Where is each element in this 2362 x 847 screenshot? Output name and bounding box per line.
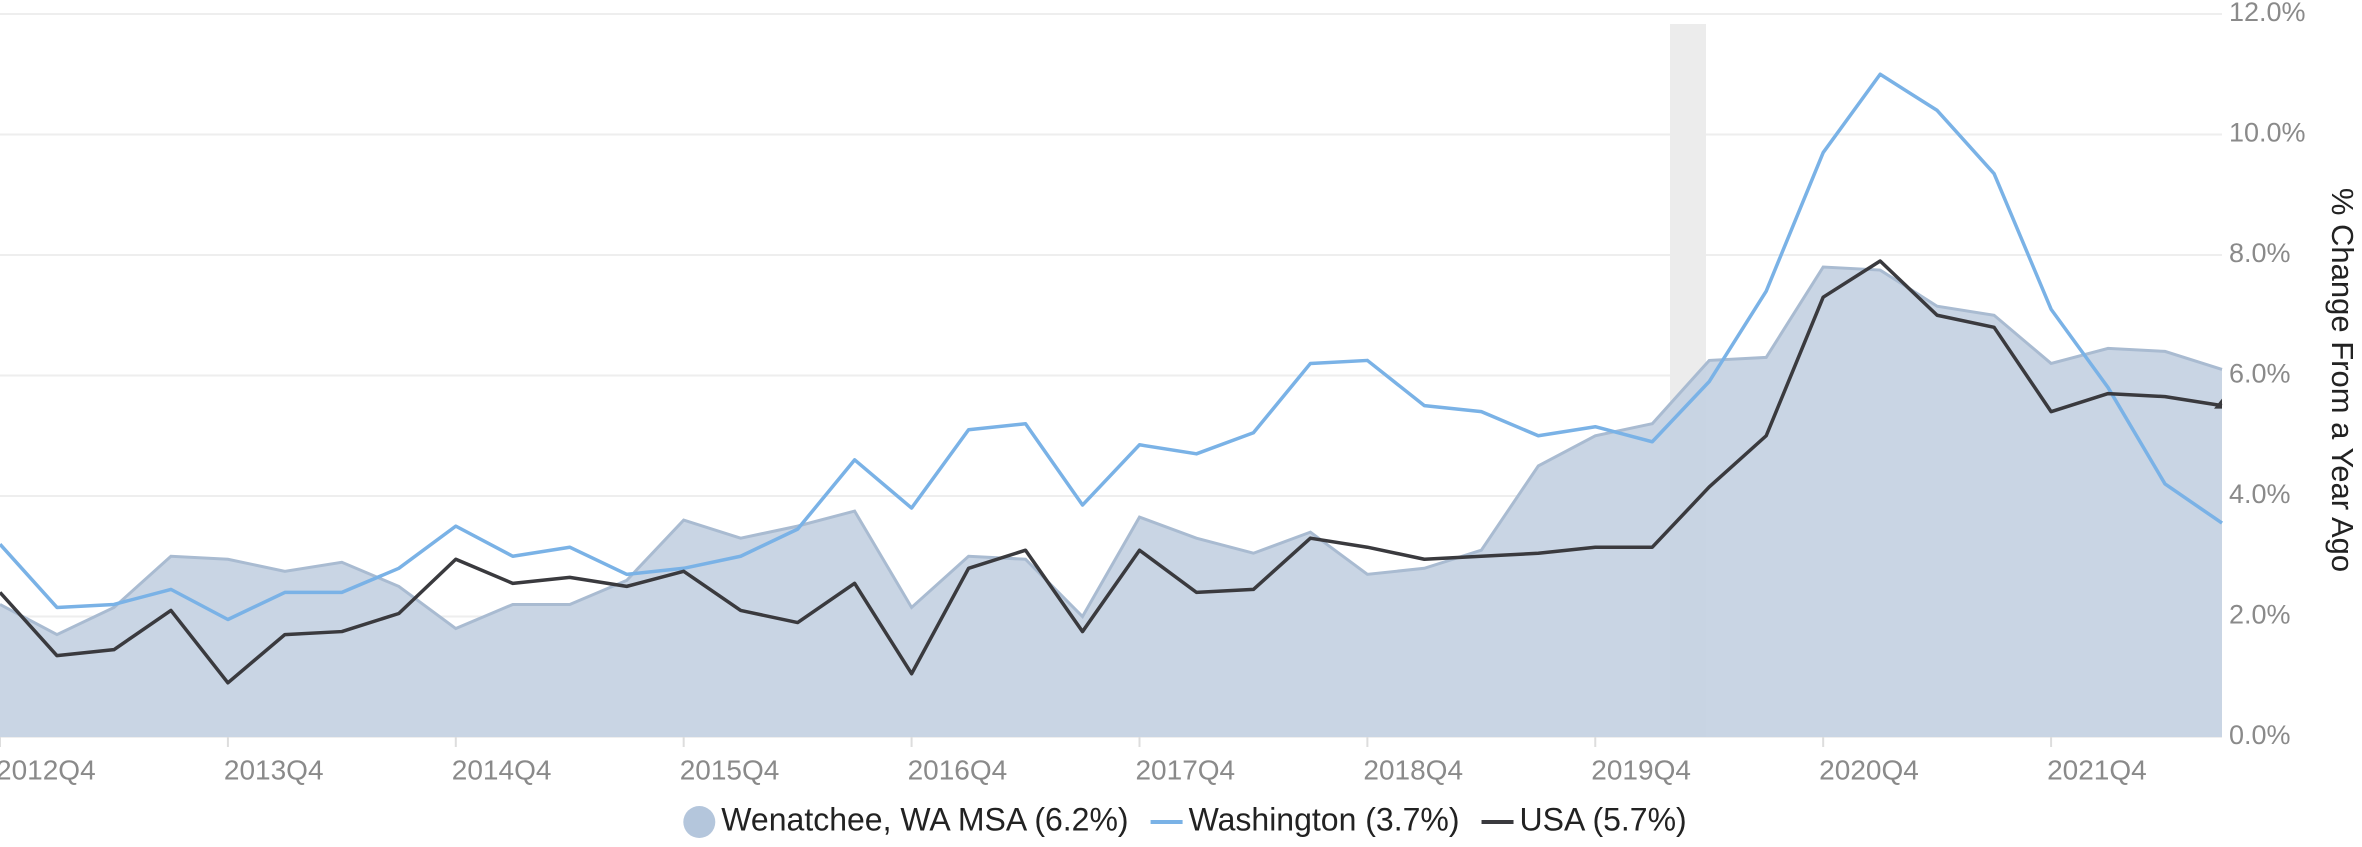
y-tick-label: 2.0% (2229, 600, 2291, 630)
line (0, 259, 2223, 685)
legend-item: Wenatchee, WA MSA (6.2%) (683, 801, 1129, 838)
x-tick-label: 2019Q4 (1591, 754, 1691, 785)
area (0, 267, 2222, 737)
x-tick-label: 2018Q4 (1363, 754, 1463, 785)
legend-label: USA (5.7%) (1520, 801, 1687, 837)
area-edge (0, 265, 2223, 637)
x-tick-label: 2021Q4 (2047, 754, 2147, 785)
line (0, 72, 2223, 622)
x-tick-label: 2017Q4 (1135, 754, 1235, 785)
area-series (0, 265, 2223, 737)
legend-item: USA (5.7%) (1481, 801, 1687, 837)
legend-item: Washington (3.7%) (1150, 801, 1460, 837)
x-tick-label: 2013Q4 (224, 754, 324, 785)
end-marker (2214, 398, 2222, 409)
legend-label: Washington (3.7%) (1189, 801, 1460, 837)
y-tick-label: 8.0% (2229, 238, 2291, 268)
y-tick-label: 10.0% (2229, 118, 2306, 148)
x-tick-label: 2014Q4 (452, 754, 552, 785)
y-axis-title: % Change From a Year Ago (2325, 188, 2360, 572)
y-tick-label: 4.0% (2229, 479, 2291, 509)
y-tick-label: 0.0% (2229, 720, 2291, 750)
x-tick-label: 2020Q4 (1819, 754, 1919, 785)
y-tick-label: 6.0% (2229, 359, 2291, 389)
y-tick-label: 12.0% (2229, 0, 2306, 27)
x-tick-label: 2012Q4 (0, 754, 96, 785)
legend: Wenatchee, WA MSA (6.2%) Washington (3.7%… (683, 801, 1687, 838)
x-tick-label: 2016Q4 (908, 754, 1008, 785)
legend-swatch (683, 806, 716, 838)
x-tick-label: 2015Q4 (680, 754, 780, 785)
legend-label: Wenatchee, WA MSA (6.2%) (721, 801, 1128, 837)
